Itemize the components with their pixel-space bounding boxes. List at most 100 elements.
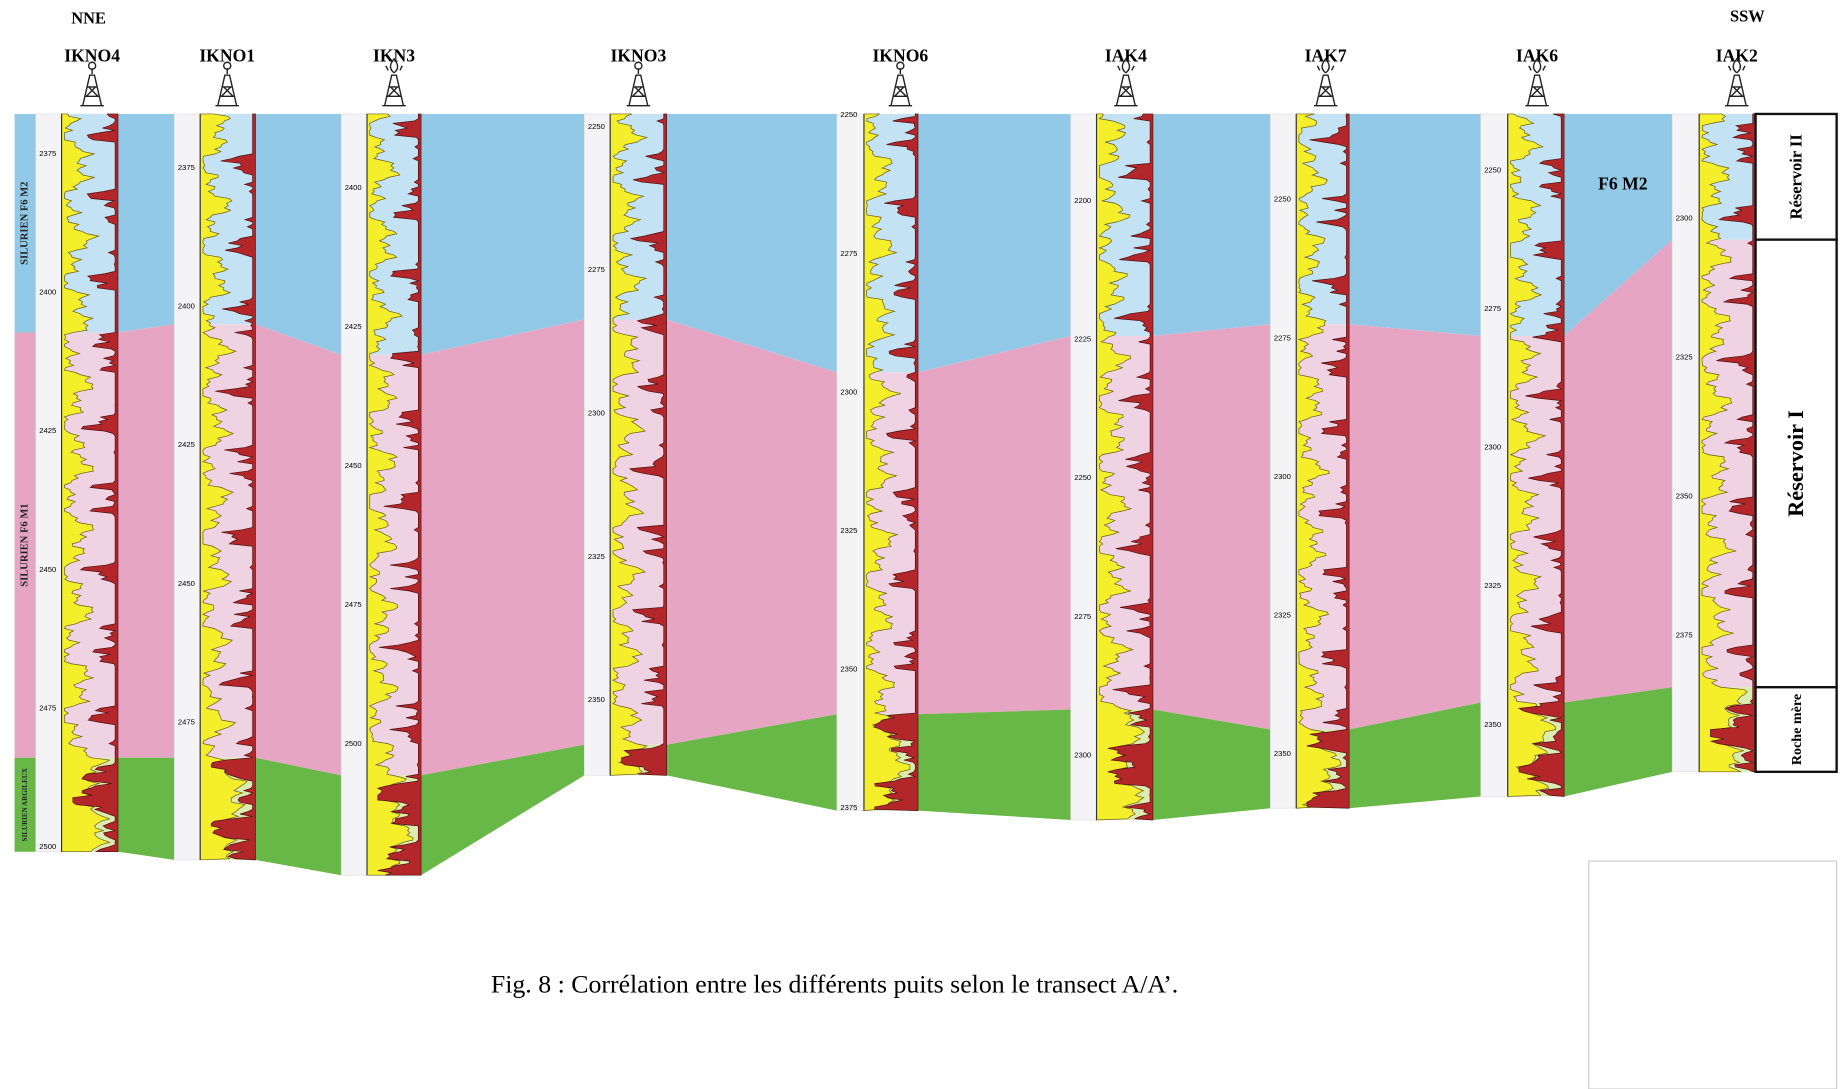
zone-f6m1 (1349, 324, 1481, 729)
zone-f6m1 (1153, 324, 1270, 729)
depth-track (36, 114, 62, 852)
depth-track (1270, 114, 1296, 808)
derrick (1314, 75, 1337, 106)
depth-label: 2450 (178, 579, 195, 588)
derrick (215, 75, 238, 106)
depth-label: 2300 (840, 387, 857, 396)
zone-argileux (255, 758, 341, 875)
depth-label: 2350 (1484, 720, 1501, 729)
depth-label: 2425 (39, 426, 56, 435)
depth-label: 2275 (1274, 333, 1291, 342)
zone-argileux (918, 710, 1071, 820)
depth-label: 2400 (345, 183, 362, 192)
formation-label: SILURIEN F6 M2 (20, 182, 31, 265)
well-name: IAK2 (1716, 46, 1758, 66)
reservoir-label: Réservoir II (1787, 134, 1806, 219)
derrick (1114, 75, 1137, 106)
depth-label: 2275 (1074, 612, 1091, 621)
derrick (889, 75, 912, 106)
depth-label: 2350 (1676, 491, 1693, 500)
depth-label: 2400 (178, 302, 195, 311)
well-name: IAK6 (1516, 46, 1558, 66)
reservoir-label: Roche mère (1789, 694, 1805, 765)
depth-label: 2325 (588, 552, 605, 561)
legend-box (1589, 861, 1837, 1089)
derrick (80, 75, 103, 106)
well-icon (627, 62, 650, 105)
depth-label: 2200 (1074, 196, 1091, 205)
depth-label: 2350 (840, 665, 857, 674)
zone-f6m1 (118, 324, 174, 757)
depth-label: 2425 (178, 440, 195, 449)
derrick (1525, 75, 1548, 106)
depth-label: 2325 (1484, 581, 1501, 590)
depth-label: 2300 (1074, 750, 1091, 759)
well-name: IKN3 (373, 46, 415, 66)
well-icon (382, 59, 405, 106)
well-icon (215, 62, 238, 105)
depth-label: 2225 (1074, 335, 1091, 344)
page: {"orientation":{"left":"NNE","right":"SS… (0, 0, 1843, 1089)
zone-f6m1 (255, 324, 341, 775)
zone-f6m1 (421, 320, 584, 776)
depth-label: 2375 (1676, 630, 1693, 639)
depth-label: 2425 (345, 322, 362, 331)
orientation-right: SSW (1730, 6, 1765, 25)
depth-label: 2450 (39, 565, 56, 574)
depth-track (341, 114, 367, 875)
well-name: IAK4 (1105, 46, 1147, 66)
depth-label: 2325 (1676, 352, 1693, 361)
correlation-figure: NNE SSW Fig. 8 : Corrélation entre les d… (0, 0, 1843, 1089)
zone-argileux (1564, 687, 1672, 796)
reservoir-label: Réservoir I (1783, 410, 1808, 517)
zone-f6m2 (118, 114, 174, 333)
well-icon (1725, 59, 1748, 106)
zone-f6m2 (421, 114, 584, 355)
depth-track (174, 114, 200, 860)
zone-f6m2 (1349, 114, 1481, 336)
depth-track (584, 114, 610, 775)
formation-label: SILURIEN ARGILEUX (21, 768, 29, 841)
formation-label: SILURIEN F6 M1 (20, 503, 31, 586)
derrick (1725, 75, 1748, 106)
depth-label: 2350 (1274, 749, 1291, 758)
well-icon (1114, 59, 1137, 106)
depth-label: 2500 (345, 739, 362, 748)
depth-label: 2250 (588, 122, 605, 131)
depth-track (1071, 114, 1097, 820)
depth-label: 2250 (1074, 473, 1091, 482)
depth-label: 2250 (1484, 165, 1501, 174)
depth-label: 2250 (840, 110, 857, 119)
depth-label: 2375 (39, 149, 56, 158)
depth-label: 2400 (39, 288, 56, 297)
zone-label: F6 M2 (1598, 174, 1648, 194)
depth-label: 2475 (39, 703, 56, 712)
depth-label: 2325 (1274, 611, 1291, 620)
zone-f6m2 (255, 114, 341, 355)
zone-f6m2 (918, 114, 1071, 372)
zone-f6m2 (1153, 114, 1270, 336)
depth-label: 2500 (39, 842, 56, 851)
well-icon (889, 62, 912, 105)
depth-label: 2375 (178, 163, 195, 172)
well-icon (80, 62, 103, 105)
depth-label: 2350 (588, 695, 605, 704)
depth-label: 2300 (1676, 214, 1693, 223)
zone-f6m1 (667, 320, 837, 745)
depth-label: 2250 (1274, 195, 1291, 204)
depth-label: 2300 (1274, 472, 1291, 481)
depth-track (837, 114, 864, 811)
depth-label: 2325 (840, 526, 857, 535)
zone-f6m1 (918, 336, 1071, 714)
well-name: IAK7 (1305, 46, 1347, 66)
depth-label: 2275 (588, 265, 605, 274)
depth-label: 2300 (1484, 443, 1501, 452)
caption: Fig. 8 : Corrélation entre les différent… (491, 970, 1178, 999)
derrick (382, 75, 405, 106)
depth-label: 2275 (840, 249, 857, 258)
depth-label: 2375 (840, 803, 857, 812)
orientation-left: NNE (71, 9, 106, 28)
well-icon (1314, 59, 1337, 106)
derrick (627, 75, 650, 106)
depth-label: 2450 (345, 461, 362, 470)
